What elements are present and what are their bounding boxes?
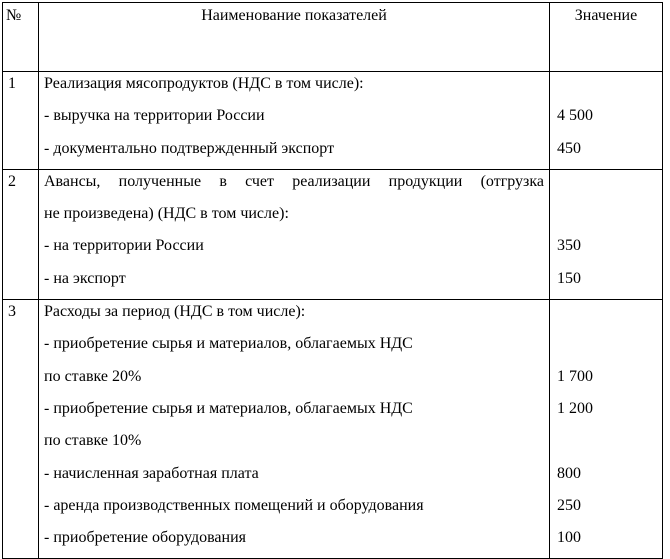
value-cell: 4 500 450 <box>549 71 663 170</box>
indicator-line: - аренда производственных помещений и об… <box>44 496 424 514</box>
indicator-line: по ставке 10% <box>44 432 142 450</box>
row-number-cell: 2 <box>2 168 39 301</box>
indicator-value: 250 <box>557 496 581 514</box>
indicator-line: - на экспорт <box>44 269 126 287</box>
indicator-line: Авансы, полученные в счет реализации про… <box>44 172 544 190</box>
indicator-value: 800 <box>557 464 581 482</box>
indicator-line: - приобретение сырья и материалов, облаг… <box>44 335 413 353</box>
indicator-value <box>550 202 662 234</box>
indicator-name-cell: Расходы за период (НДС в том числе): - пр… <box>38 299 550 559</box>
row-number-cell: 1 <box>2 71 39 170</box>
indicator-value: 100 <box>557 529 581 547</box>
indicator-value: 1 700 <box>557 367 593 385</box>
indicator-line: - приобретение сырья и материалов, облаг… <box>44 399 413 417</box>
indicator-value <box>550 429 662 461</box>
indicator-line: Реализация мясопродуктов (НДС в том числ… <box>44 75 364 92</box>
indicator-value <box>550 170 662 202</box>
indicator-value <box>550 300 662 332</box>
indicator-value: 1 200 <box>557 399 593 417</box>
indicator-line: - начисленная заработная плата <box>44 464 259 482</box>
table-row: 2 Авансы, полученные в счет реализации пр… <box>2 168 663 301</box>
header-row: № Наименование показателей Значение <box>2 2 663 72</box>
indicator-value: 4 500 <box>557 107 593 125</box>
indicator-line: - документально подтвержденный экспорт <box>44 139 335 157</box>
indicator-value <box>550 72 662 104</box>
indicator-value: 450 <box>557 139 581 157</box>
indicator-name-cell: Реализация мясопродуктов (НДС в том числ… <box>38 71 550 170</box>
indicator-line: по ставке 20% <box>44 367 142 385</box>
header-number: № <box>2 2 39 72</box>
indicator-line: - выручка на территории России <box>44 107 265 125</box>
indicator-line: не произведена) (НДС в том числе): <box>44 205 289 223</box>
row-number-cell: 3 <box>2 299 39 559</box>
indicator-line: - на территории России <box>44 237 204 255</box>
value-cell: 1 700 1 200 800 250 100 <box>549 299 663 559</box>
indicator-line: Расходы за период (НДС в том числе): <box>44 303 306 321</box>
indicator-value <box>550 332 662 364</box>
row-number: 1 <box>8 75 16 92</box>
row-number: 3 <box>8 303 16 321</box>
value-cell: 350 150 <box>549 168 663 301</box>
indicator-value: 150 <box>557 269 581 287</box>
table-row: 1 Реализация мясопродуктов (НДС в том чис… <box>2 71 663 170</box>
indicator-value: 350 <box>557 237 581 255</box>
header-value: Значение <box>549 2 663 72</box>
indicator-name-cell: Авансы, полученные в счет реализации про… <box>38 168 550 301</box>
row-number: 2 <box>8 172 16 190</box>
header-name: Наименование показателей <box>38 2 550 72</box>
table-row: 3 Расходы за период (НДС в том числе): - п… <box>2 299 663 559</box>
indicator-line: - приобретение оборудования <box>44 529 247 547</box>
